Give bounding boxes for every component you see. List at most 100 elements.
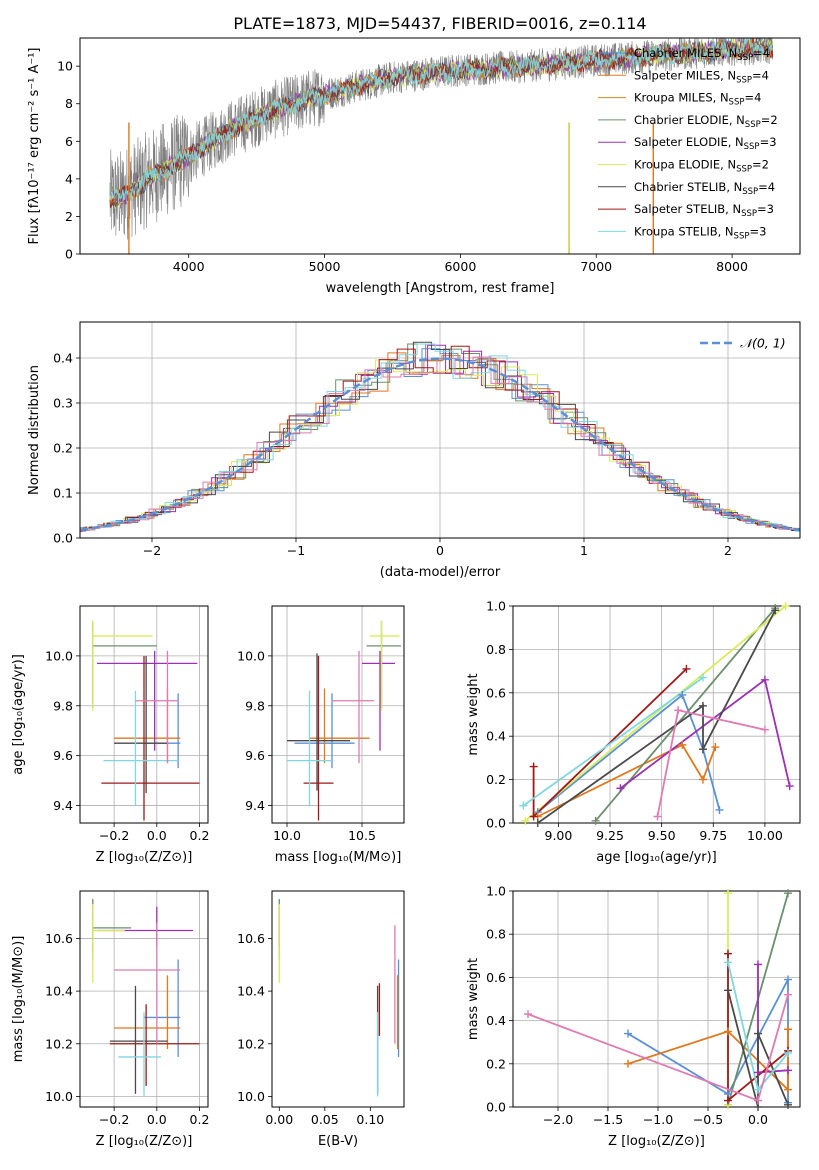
- y-tick-label: 10.0: [237, 1089, 265, 1104]
- y-tick-label: 0.0: [486, 1100, 506, 1115]
- y-tick-label: 0.4: [486, 729, 506, 744]
- y-tick-label: 10.0: [237, 648, 265, 663]
- age-vs-mass-panel: 10.0 10.5 9.4 9.6 9.8 10.0 mass [log₁₀(M/M⊙)]: [237, 605, 405, 865]
- mass-weight-marker: [533, 819, 542, 827]
- mass-weight-marker: [784, 1100, 792, 1109]
- y-tick-label: 0.4: [486, 1013, 506, 1028]
- y-axis-label: Flux [fλ10⁻¹⁷ erg cm⁻² s⁻¹ A⁻¹]: [27, 48, 42, 245]
- x-axis-label: Z [log₁₀(Z/Z⊙)]: [96, 850, 193, 865]
- mass-weight-marker: [754, 1068, 762, 1077]
- y-tick-label: 9.6: [53, 748, 73, 763]
- legend-entry-label: Salpeter ELODIE, NSSP=3: [634, 135, 777, 152]
- y-tick-label: 0.8: [486, 927, 506, 942]
- x-tick-label: 1: [580, 543, 588, 558]
- x-tick-label: −1.5: [593, 1112, 623, 1127]
- x-tick-label: −0.5: [693, 1112, 723, 1127]
- mass-weight-marker: [591, 816, 600, 825]
- mass-weight-series-1: [537, 743, 717, 818]
- legend-entry-label: Kroupa MILES, NSSP=4: [634, 91, 761, 108]
- legend-entry-label: Salpeter MILES, NSSP=4: [634, 68, 769, 85]
- mass-weight-marker: [529, 812, 538, 821]
- mass-weight-marker: [785, 782, 794, 791]
- plot-area: [278, 898, 400, 1097]
- age-vs-metallicity-panel: −0.2 0.0 0.2 9.4 9.6 9.8 10.0 Z [log₁₀(Z/Z⊙)] ag…: [11, 605, 210, 865]
- mass-vs-metallicity-panel: −0.2 0.0 0.2 10.0 10.2 10.4 10.6 Z [log₁₀(Z/Z⊙)…: [11, 890, 209, 1149]
- x-tick-label: 10.00: [747, 828, 783, 843]
- plot-area: [80, 341, 800, 533]
- mass-weight-marker: [754, 1085, 762, 1094]
- x-tick-label: 9.25: [596, 828, 624, 843]
- mass-weight-marker: [529, 762, 538, 771]
- mass-weight-marker: [678, 690, 687, 699]
- mass-weight-marker: [624, 1029, 632, 1038]
- mass-weight-marker: [784, 889, 792, 898]
- mass-weight-marker: [698, 701, 707, 710]
- x-tick-label: 0.0: [748, 1112, 768, 1127]
- y-tick-label: 9.8: [245, 698, 265, 713]
- legend-entry-label: Chabrier MILES, NSSP=4: [634, 46, 770, 63]
- mass-weight-marker: [698, 673, 707, 682]
- mass-weight-marker: [754, 960, 762, 969]
- x-tick-label: 0.05: [311, 1112, 339, 1127]
- x-tick-label: 6000: [444, 259, 476, 274]
- mass-weight-marker: [674, 706, 683, 715]
- x-tick-label: −0.2: [99, 1112, 129, 1127]
- x-tick-label: 9.50: [648, 828, 676, 843]
- y-axis-label: mass [log₁₀(M/M⊙)]: [11, 936, 26, 1063]
- y-axis-label: mass weight: [466, 958, 481, 1040]
- normal-distribution-curve: [80, 357, 800, 532]
- mass-weight-marker: [784, 1049, 792, 1057]
- mass-weight-marker: [754, 1096, 762, 1105]
- y-tick-label: 1.0: [486, 599, 506, 614]
- plot-area: [287, 620, 401, 821]
- y-axis-label: age [log₁₀(age/yr)]: [11, 654, 26, 775]
- mass-weight-marker: [682, 664, 691, 673]
- mass-weight-marker: [624, 1059, 632, 1068]
- residual-histogram-2: [80, 343, 800, 532]
- x-tick-label: 0.00: [265, 1112, 293, 1127]
- x-tick-label: 2: [724, 543, 732, 558]
- spectrum-panel: 4000 5000 6000 7000 8000 0 2 4 6 8 10 wavelength [A…: [27, 37, 801, 296]
- y-tick-label: 9.8: [53, 698, 73, 713]
- y-tick-label: 10.4: [45, 984, 73, 999]
- y-tick-label: 0.6: [486, 685, 506, 700]
- y-tick-label: 10.2: [45, 1036, 73, 1051]
- x-tick-label: 0.2: [190, 828, 210, 843]
- mass-weight-marker: [653, 812, 662, 821]
- y-tick-label: 9.4: [245, 798, 265, 813]
- y-tick-label: 10.2: [237, 1036, 265, 1051]
- axes-frame: [271, 605, 405, 824]
- y-tick-label: 10.6: [237, 931, 265, 946]
- mass-weight-marker: [784, 975, 792, 984]
- mass-weight-marker: [724, 1027, 732, 1036]
- y-tick-label: 0.2: [53, 441, 73, 456]
- mass-weight-marker: [784, 1066, 792, 1075]
- x-axis-label: age [log₁₀(age/yr)]: [596, 850, 717, 865]
- x-tick-label: 9.00: [545, 828, 573, 843]
- y-tick-label: 0.0: [486, 816, 506, 831]
- axes-frame: [271, 890, 405, 1108]
- residuals-panel: −2 −1 0 1 2 0.0 0.1 0.2 0.3 0.4 (data-model)/error…: [27, 321, 801, 580]
- mass-weight-marker: [519, 801, 528, 810]
- mass-weight-vs-age-panel: 9.00 9.25 9.50 9.75 10.00 0.0 0.2 0.4 0.6 0.8 1.0 a…: [466, 599, 801, 865]
- x-tick-label: −0.2: [99, 828, 129, 843]
- residual-histogram-8: [80, 356, 800, 531]
- x-tick-label: −1.0: [643, 1112, 673, 1127]
- mass-vs-ebv-panel: 0.00 0.05 0.10 10.0 10.2 10.4 10.6 E(B-V): [237, 890, 405, 1149]
- plot-area: [92, 620, 200, 821]
- x-tick-label: 4000: [173, 259, 205, 274]
- mass-weight-marker: [724, 1096, 732, 1105]
- legend-entry-label: Kroupa STELIB, NSSP=3: [634, 224, 766, 241]
- y-tick-label: 6: [65, 134, 73, 149]
- x-tick-label: 5000: [309, 259, 341, 274]
- mass-weight-marker: [771, 606, 780, 615]
- mass-weight-marker: [698, 775, 707, 784]
- mass-weight-marker: [760, 675, 769, 684]
- mass-weight-marker: [754, 1029, 762, 1038]
- mass-weight-marker: [784, 1085, 792, 1094]
- x-tick-label: 8000: [716, 259, 748, 274]
- y-tick-label: 10.0: [45, 1089, 73, 1104]
- legend: 𝒩(0, 1): [700, 336, 786, 351]
- x-tick-label: 0.10: [356, 1112, 384, 1127]
